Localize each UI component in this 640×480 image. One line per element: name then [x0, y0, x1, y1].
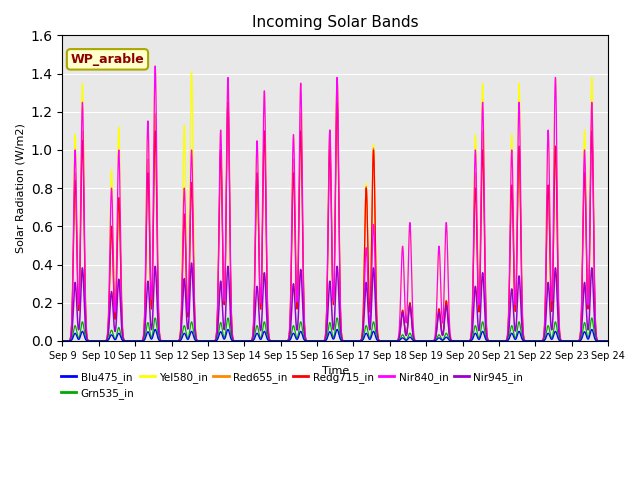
X-axis label: Time: Time: [322, 366, 349, 376]
Title: Incoming Solar Bands: Incoming Solar Bands: [252, 15, 419, 30]
Y-axis label: Solar Radiation (W/m2): Solar Radiation (W/m2): [15, 123, 25, 253]
Text: WP_arable: WP_arable: [70, 53, 145, 66]
Legend: Blu475_in, Grn535_in, Yel580_in, Red655_in, Redg715_in, Nir840_in, Nir945_in: Blu475_in, Grn535_in, Yel580_in, Red655_…: [57, 368, 527, 403]
